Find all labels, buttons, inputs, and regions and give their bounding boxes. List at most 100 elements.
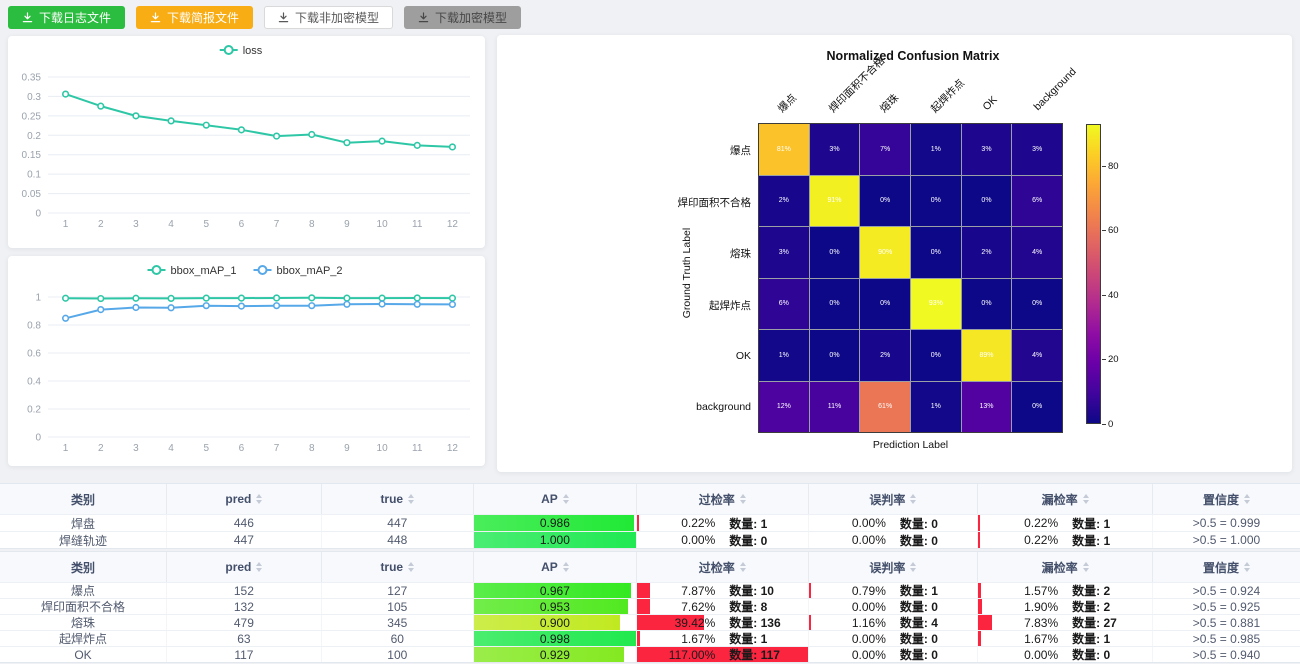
table-header-row: 类别 pred true AP 过检率 误判率 漏检率 置信度 — [0, 484, 1300, 514]
legend-item-loss[interactable]: loss — [219, 45, 263, 57]
data-point — [202, 121, 210, 129]
colorbar-tick: 60 — [1108, 225, 1119, 237]
ap-bar — [473, 615, 620, 630]
cell-over: 0.00% 数量: 0 — [637, 532, 809, 548]
col-header-over[interactable]: 过检率 — [637, 552, 809, 582]
rate-bar — [636, 615, 705, 630]
col-header-label: pred — [225, 560, 252, 574]
cell-mis: 0.00% 数量: 0 — [809, 515, 979, 531]
cell-ap: 0.929 — [473, 647, 637, 662]
data-point — [448, 294, 457, 302]
sort-caret-icon[interactable] — [256, 562, 263, 572]
cell-over: 1.67% 数量: 1 — [636, 631, 809, 646]
sort-caret-icon[interactable] — [408, 562, 415, 572]
matrix-row-label: 起焊炸点 — [709, 299, 751, 312]
col-header-name: 类别 — [0, 484, 168, 514]
sort-caret-icon[interactable] — [739, 494, 746, 504]
sort-caret-icon[interactable] — [562, 562, 569, 572]
matrix-cell: 0% — [911, 330, 961, 381]
data-point — [378, 294, 386, 302]
cell-pred: 446 — [167, 515, 322, 531]
colorbar-tick: 80 — [1108, 160, 1119, 172]
matrix-cell: 1% — [759, 330, 809, 381]
col-header-ap[interactable]: AP — [474, 484, 637, 514]
matrix-cell: 2% — [961, 227, 1012, 278]
col-header-label: AP — [541, 560, 558, 574]
col-header-conf[interactable]: 置信度 — [1153, 552, 1300, 582]
col-header-label: 漏检率 — [1041, 492, 1078, 507]
data-point — [378, 300, 386, 308]
cell-name: 焊缝轨迹 — [0, 532, 168, 548]
download-log-button[interactable]: 下载日志文件 — [8, 5, 126, 29]
sort-caret-icon[interactable] — [1244, 494, 1250, 504]
cell-name: 焊印面积不合格 — [0, 599, 168, 614]
col-header-true[interactable]: true — [322, 484, 474, 514]
svg-text:0.4: 0.4 — [27, 377, 41, 388]
col-header-label: true — [380, 492, 404, 506]
download-encrypted-model-button[interactable]: 下载加密模型 — [404, 5, 522, 29]
svg-text:3: 3 — [133, 443, 139, 454]
sort-caret-icon[interactable] — [1082, 562, 1089, 572]
download-plain-model-button[interactable]: 下载非加密模型 — [264, 5, 394, 29]
sort-caret-icon[interactable] — [910, 494, 917, 504]
sort-caret-icon[interactable] — [256, 494, 263, 504]
rate-bar — [636, 647, 808, 662]
svg-text:8: 8 — [309, 443, 315, 454]
cell-name: 爆点 — [0, 583, 168, 598]
rate-bar — [978, 532, 981, 548]
download-report-button[interactable]: 下载简报文件 — [136, 5, 254, 29]
matrix-cell: 0% — [860, 175, 910, 226]
sort-caret-icon[interactable] — [1082, 494, 1089, 504]
cell-mis: 0.79% 数量: 1 — [808, 583, 979, 598]
svg-text:11: 11 — [412, 219, 423, 230]
cell-name: 焊盘 — [0, 515, 168, 531]
svg-text:0: 0 — [35, 209, 41, 220]
sort-caret-icon[interactable] — [408, 494, 415, 504]
cell-name: 熔珠 — [0, 615, 168, 630]
matrix-cell: 0% — [1012, 278, 1062, 329]
cell-miss: 0.22% 数量: 1 — [978, 532, 1154, 548]
download-icon — [22, 11, 33, 22]
confusion-matrix-card: Normalized Confusion Matrix Ground Truth… — [497, 35, 1292, 472]
svg-text:8: 8 — [309, 219, 315, 230]
legend-item-bbox_mAP_2[interactable]: bbox_mAP_2 — [253, 265, 343, 277]
sort-caret-icon[interactable] — [739, 562, 746, 572]
col-header-miss[interactable]: 漏检率 — [978, 552, 1154, 582]
col-header-true[interactable]: true — [322, 552, 474, 582]
sort-caret-icon[interactable] — [1244, 562, 1250, 572]
cell-over: 7.87% 数量: 10 — [636, 583, 809, 598]
col-header-conf[interactable]: 置信度 — [1153, 484, 1300, 514]
col-header-pred[interactable]: pred — [167, 552, 322, 582]
col-header-mis[interactable]: 误判率 — [809, 552, 979, 582]
svg-text:9: 9 — [344, 219, 350, 230]
col-header-over[interactable]: 过检率 — [637, 484, 809, 514]
cell-miss: 7.83% 数量: 27 — [978, 615, 1154, 630]
col-header-mis[interactable]: 误判率 — [809, 484, 979, 514]
sort-caret-icon[interactable] — [910, 562, 917, 572]
table-row: 爆点 152 127 0.967 7.87% 数量: 10 0.79% 数量: 1 1.57% 数… — [0, 582, 1300, 598]
col-header-miss[interactable]: 漏检率 — [978, 484, 1154, 514]
col-header-label: 置信度 — [1202, 492, 1239, 507]
cell-pred: 117 — [167, 647, 322, 662]
cell-true: 100 — [322, 647, 474, 662]
matrix-cell: 3% — [961, 124, 1012, 175]
svg-text:12: 12 — [447, 443, 459, 454]
matrix-cell: 6% — [759, 278, 809, 329]
data-point — [132, 112, 140, 120]
col-header-label: true — [380, 560, 404, 574]
legend-item-bbox_mAP_1[interactable]: bbox_mAP_1 — [147, 265, 237, 277]
data-point — [61, 90, 70, 98]
button-label: 下载日志文件 — [39, 10, 112, 25]
rate-bar — [978, 599, 982, 614]
col-header-pred[interactable]: pred — [167, 484, 322, 514]
matrix-cell: 0% — [1012, 381, 1062, 432]
cell-ap: 1.000 — [473, 532, 637, 548]
rate-bar — [636, 515, 639, 531]
col-header-label: 漏检率 — [1041, 560, 1078, 575]
col-header-label: pred — [225, 492, 252, 506]
sort-caret-icon[interactable] — [562, 494, 569, 504]
col-header-ap[interactable]: AP — [474, 552, 637, 582]
svg-text:1: 1 — [63, 219, 69, 230]
cell-ap: 0.986 — [473, 515, 637, 531]
